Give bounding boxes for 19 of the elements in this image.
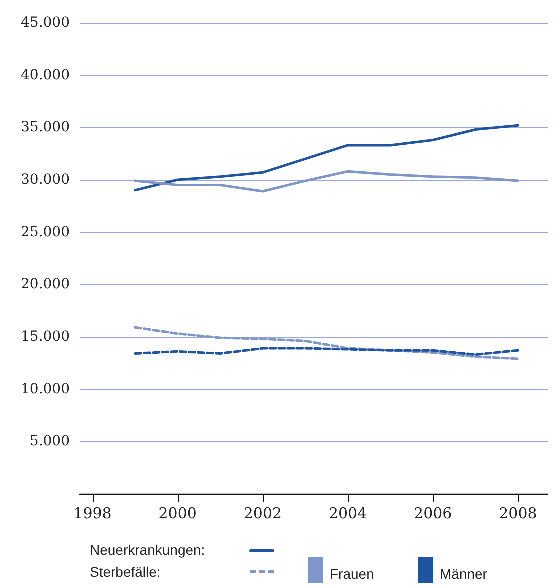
text: Frauen	[330, 566, 374, 582]
text: Sterbefälle:	[90, 564, 161, 580]
y-tick-label: 15.000	[21, 329, 70, 345]
x-tick-label: 2006	[414, 504, 452, 522]
x-tick-label: 2008	[499, 504, 538, 522]
text: Neuerkrankungen:	[90, 542, 206, 558]
y-tick-label: 45.000	[21, 15, 70, 31]
text: Männer	[440, 566, 488, 582]
x-tick-label: 2002	[244, 504, 282, 522]
y-tick-label: 35.000	[21, 120, 70, 136]
x-tick-label: 1998	[74, 504, 112, 522]
y-tick-label: 30.000	[21, 172, 70, 188]
x-tick-label: 2004	[328, 504, 368, 522]
x-tick-label: 2000	[158, 504, 197, 522]
y-tick-label: 20.000	[21, 276, 70, 293]
y-tick-label: 40.000	[21, 67, 70, 84]
y-tick-label: 10.000	[21, 381, 70, 398]
y-tick-label: 5.000	[30, 434, 70, 450]
y-tick-label: 25.000	[21, 224, 70, 240]
